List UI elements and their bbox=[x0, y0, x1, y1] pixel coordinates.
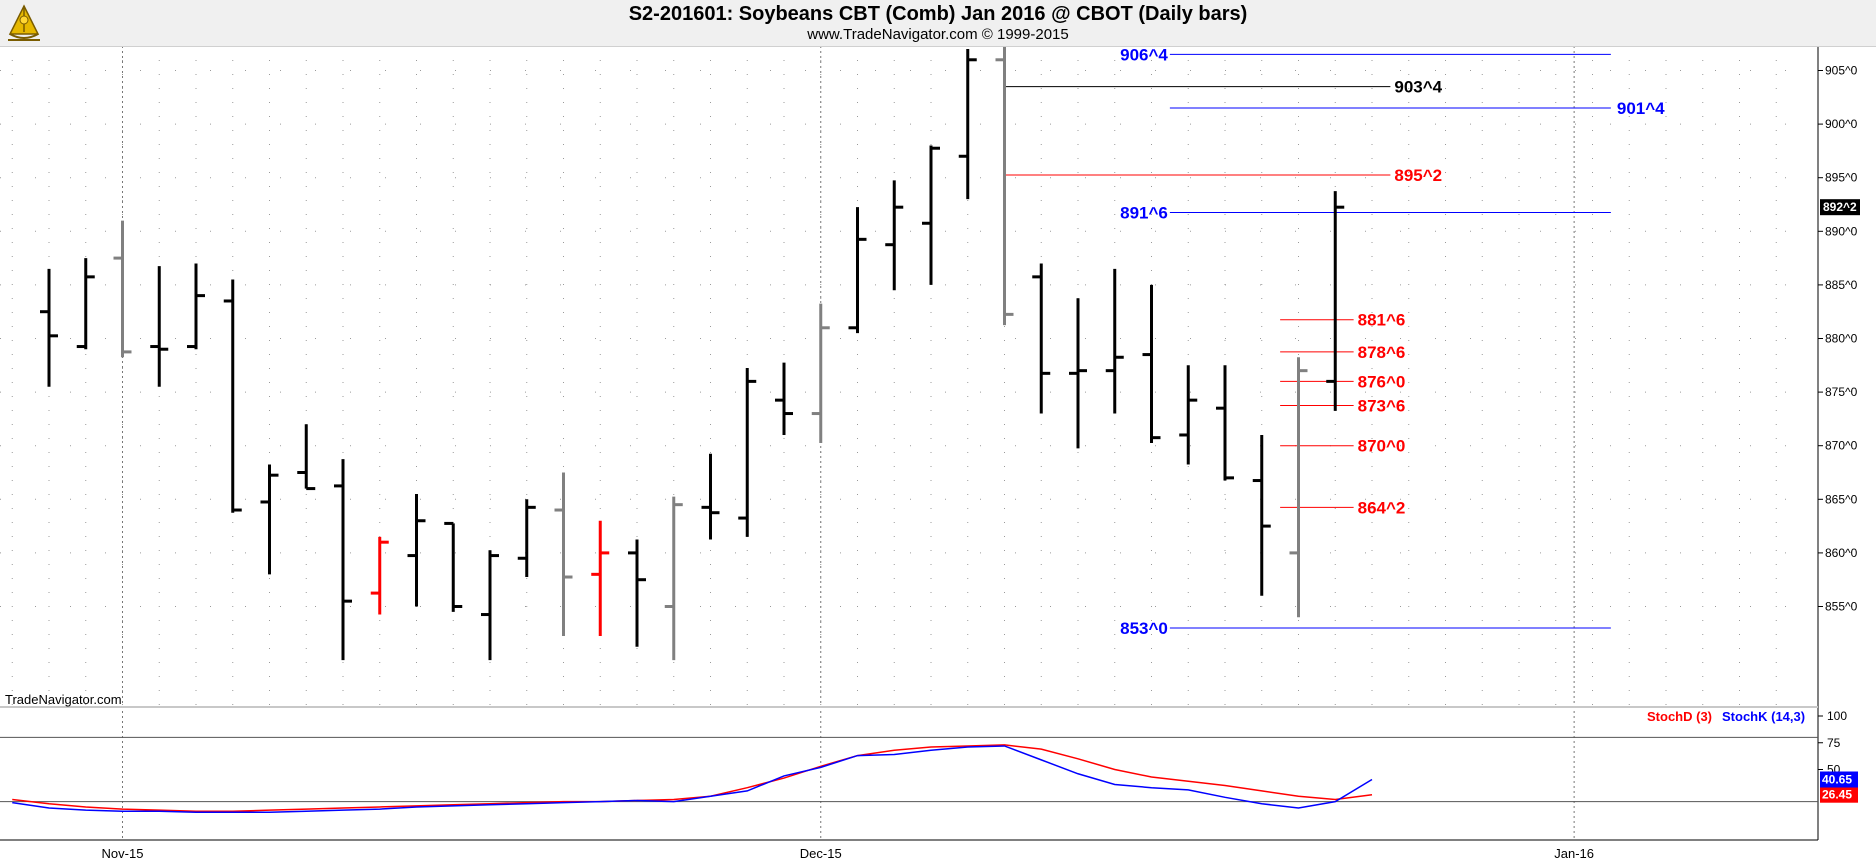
price-bar bbox=[40, 268, 58, 387]
chart-subtitle: www.TradeNavigator.com © 1999-2015 bbox=[807, 26, 1069, 43]
legend-stochk: StochK (14,3) bbox=[1722, 709, 1805, 724]
level-label: 876^0 bbox=[1358, 372, 1406, 391]
y-tick-label: 855^0 bbox=[1825, 600, 1858, 614]
price-bar bbox=[664, 496, 683, 661]
price-bar bbox=[701, 453, 720, 540]
sextant-icon bbox=[8, 4, 40, 41]
price-bar bbox=[1179, 365, 1198, 465]
stoch-value-tag bbox=[1820, 786, 1858, 803]
price-bar bbox=[113, 220, 132, 358]
axis-layer: 855^0 860^0 865^0 870^0 875^0 880^0 885^0 890^0… bbox=[0, 10, 1860, 861]
price-bar bbox=[1252, 434, 1271, 596]
last-price-label: 892^2 bbox=[1823, 200, 1857, 214]
level-label: 906^4 bbox=[1120, 45, 1168, 64]
stochd-line bbox=[12, 744, 1373, 812]
price-bar bbox=[811, 303, 830, 444]
level-label: 853^0 bbox=[1120, 619, 1168, 638]
y-tick-label: 870^0 bbox=[1825, 439, 1858, 453]
price-bar bbox=[1289, 357, 1308, 618]
price-bar bbox=[370, 536, 389, 615]
stoch-value-label: 26.45 bbox=[1822, 788, 1852, 802]
stoch-tick-label: 100 bbox=[1827, 709, 1847, 723]
price-bar bbox=[223, 279, 242, 513]
level-label: 891^6 bbox=[1120, 204, 1168, 223]
price-bars bbox=[40, 16, 1345, 661]
x-tick-label: Dec-15 bbox=[800, 846, 842, 861]
price-bar bbox=[444, 521, 463, 612]
price-bar bbox=[260, 464, 279, 575]
price-bar bbox=[481, 550, 499, 661]
legend-stochd: StochD (3) bbox=[1647, 709, 1712, 724]
level-label: 878^6 bbox=[1358, 343, 1406, 362]
x-tick-label: Nov-15 bbox=[102, 846, 144, 861]
price-bar bbox=[848, 207, 867, 334]
y-tick-label: 880^0 bbox=[1825, 332, 1858, 346]
price-bar bbox=[628, 539, 646, 647]
y-tick-label: 905^0 bbox=[1825, 64, 1858, 78]
price-bar bbox=[334, 459, 352, 661]
y-tick-label: 865^0 bbox=[1825, 492, 1858, 506]
price-bar bbox=[885, 180, 904, 291]
price-bar bbox=[407, 493, 426, 607]
level-label: 864^2 bbox=[1358, 498, 1406, 517]
stoch-tick-label: 75 bbox=[1827, 736, 1841, 750]
stoch-value-label: 40.65 bbox=[1822, 773, 1852, 787]
y-tick-label: 895^0 bbox=[1825, 171, 1858, 185]
level-label: 873^6 bbox=[1358, 397, 1406, 416]
stoch-value-tag bbox=[1820, 771, 1858, 788]
price-bar bbox=[738, 367, 757, 537]
y-tick-label: 875^0 bbox=[1825, 385, 1858, 399]
last-price-tag bbox=[1820, 199, 1860, 216]
level-label: 870^0 bbox=[1358, 437, 1406, 456]
price-bar bbox=[1142, 284, 1161, 444]
level-label: 903^4 bbox=[1394, 78, 1442, 97]
price-bar bbox=[1105, 268, 1124, 414]
panel-divider bbox=[0, 706, 1818, 708]
price-bar bbox=[922, 145, 940, 285]
grid-layer bbox=[0, 16, 1818, 840]
price-bar bbox=[517, 499, 536, 578]
price-bar bbox=[958, 49, 977, 200]
watermark: TradeNavigator.com bbox=[5, 692, 122, 707]
price-bar bbox=[1069, 298, 1087, 449]
levels-layer: 911^6908^0906^4903^4901^4895^2891^6881^6… bbox=[0, 0, 1665, 638]
price-bar bbox=[76, 258, 95, 350]
x-tick-label: Jan-16 bbox=[1554, 846, 1594, 861]
y-tick-label: 900^0 bbox=[1825, 117, 1858, 131]
price-bar bbox=[591, 520, 610, 636]
price-bar bbox=[1032, 263, 1051, 414]
price-bar bbox=[297, 424, 316, 491]
price-bar bbox=[1326, 191, 1345, 411]
price-bar bbox=[1216, 365, 1234, 481]
level-label: 895^2 bbox=[1394, 166, 1442, 185]
price-bar bbox=[775, 362, 793, 435]
level-label: 901^4 bbox=[1617, 99, 1665, 118]
price-bar bbox=[150, 266, 169, 387]
price-bar bbox=[554, 472, 573, 636]
y-tick-label: 860^0 bbox=[1825, 546, 1858, 560]
level-label: 881^6 bbox=[1358, 311, 1406, 330]
chart-header: S2-201601: Soybeans CBT (Comb) Jan 2016 … bbox=[0, 0, 1876, 47]
y-tick-label: 885^0 bbox=[1825, 278, 1858, 292]
price-bar bbox=[187, 263, 205, 350]
price-bar bbox=[995, 16, 1014, 326]
chart-title: S2-201601: Soybeans CBT (Comb) Jan 2016 … bbox=[628, 3, 1248, 25]
y-tick-label: 890^0 bbox=[1825, 224, 1858, 238]
stochk-line bbox=[12, 745, 1373, 814]
